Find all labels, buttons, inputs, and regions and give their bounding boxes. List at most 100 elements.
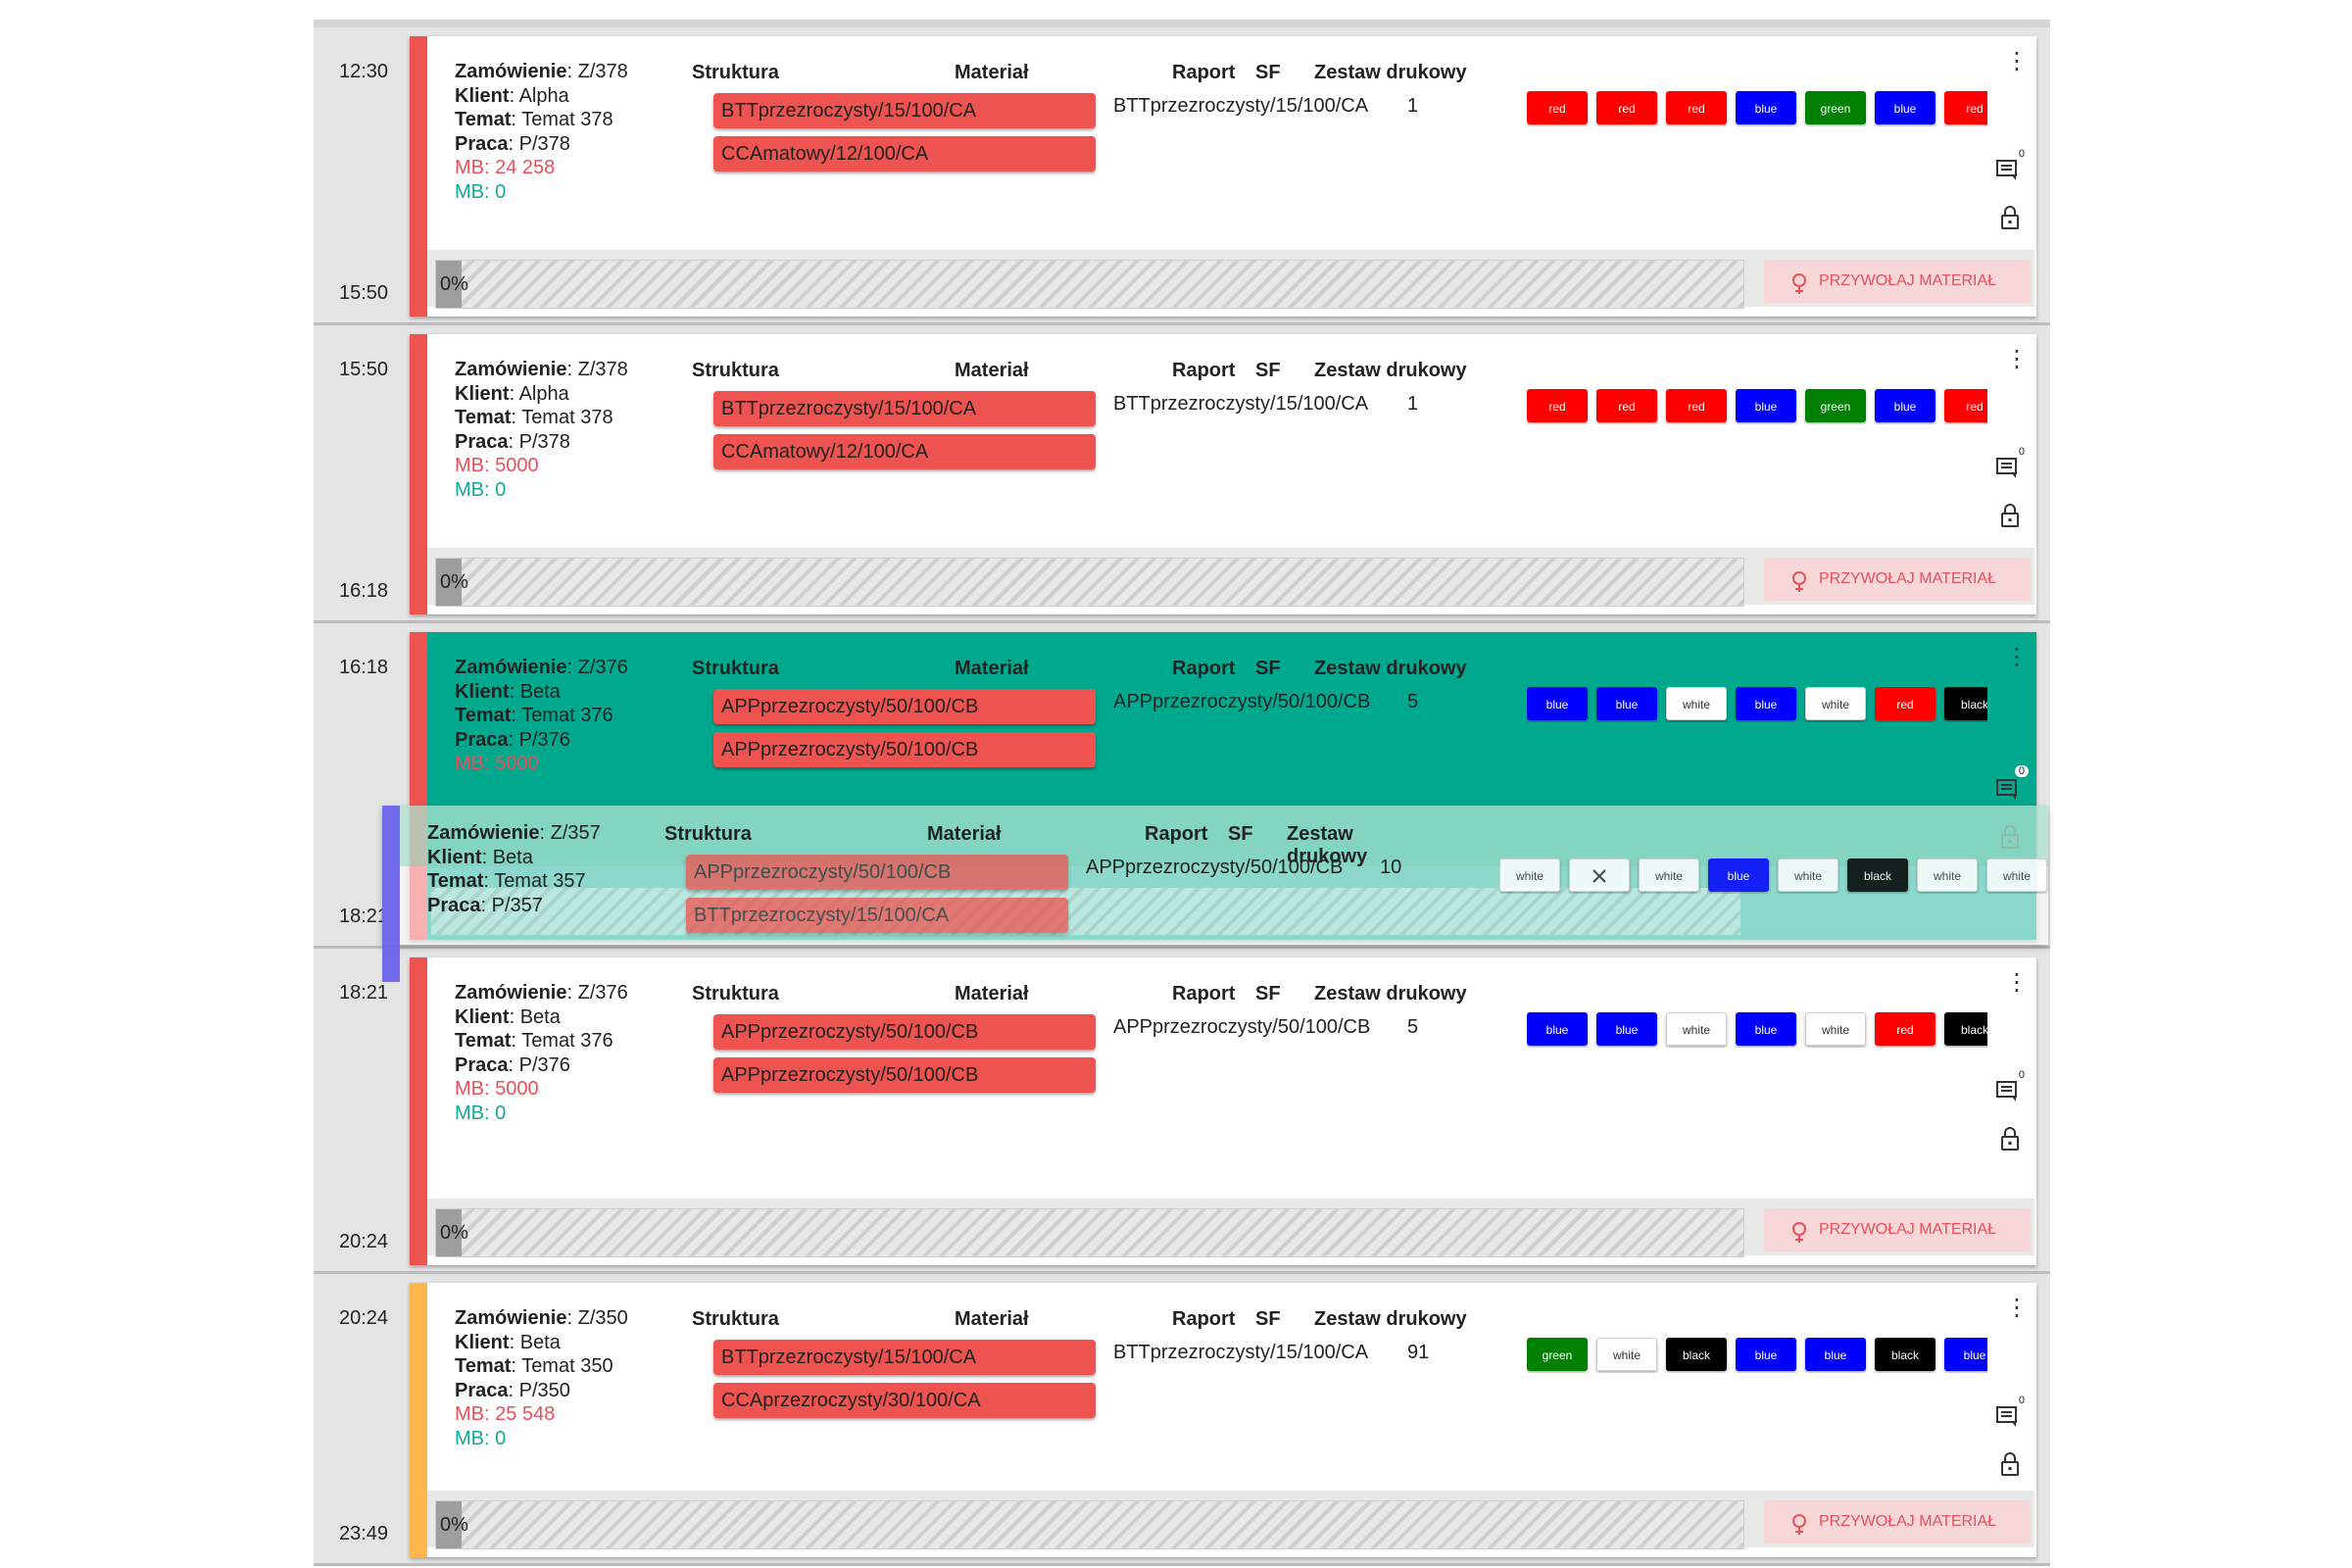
client-name-value: Beta	[519, 680, 561, 703]
order-card[interactable]: Zamówienie: Z/350 Klient: Beta Temat: Tema…	[410, 1283, 2036, 1557]
call-material-button[interactable]: PRZYWOŁAJ MATERIAŁ	[1764, 1500, 2031, 1544]
dragged-order-preview[interactable]: Zamówienie: Z/357 Klient: Beta Temat: Tema…	[382, 806, 2048, 982]
more-menu-icon[interactable]: ⋮	[2005, 1295, 2029, 1321]
comments-icon[interactable]	[1995, 158, 2021, 183]
color-swatch[interactable]: green	[1805, 389, 1866, 422]
structure-chip[interactable]: BTTprzezroczysty/15/100/CA	[686, 898, 1068, 933]
color-swatch[interactable]: blue	[1596, 1012, 1657, 1046]
order-card[interactable]: Zamówienie: Z/376 Klient: Beta Temat: Tema…	[410, 957, 2036, 1265]
call-material-button[interactable]: PRZYWOŁAJ MATERIAŁ	[1764, 260, 2031, 303]
color-swatch[interactable]: white	[1639, 858, 1699, 892]
comments-icon[interactable]	[1995, 1404, 2021, 1430]
more-menu-icon[interactable]: ⋮	[2005, 969, 2029, 996]
color-swatch[interactable]: blue	[1527, 1012, 1588, 1046]
structure-chip[interactable]: CCAmatowy/12/100/CA	[713, 434, 1096, 469]
color-swatch[interactable]: red	[1666, 91, 1727, 124]
color-swatch[interactable]: white	[1986, 858, 2047, 892]
color-swatch[interactable]: blue	[1736, 687, 1796, 720]
color-swatch[interactable]: red	[1666, 389, 1727, 422]
color-swatch[interactable]: black	[1944, 687, 1987, 720]
structure-chip[interactable]: CCAprzezroczysty/30/100/CA	[713, 1383, 1096, 1418]
color-swatch[interactable]: blue	[1736, 1338, 1796, 1371]
progress-fill	[436, 1209, 462, 1256]
color-swatch[interactable]: white	[1805, 687, 1866, 720]
color-swatch[interactable]: white	[1666, 1012, 1727, 1046]
more-menu-icon[interactable]: ⋮	[2005, 48, 2029, 74]
comments-icon[interactable]	[1995, 777, 2021, 803]
color-swatch[interactable]: blue	[1875, 91, 1936, 124]
topic-name-label: Temat	[455, 109, 512, 130]
color-swatch[interactable]: black	[1666, 1338, 1727, 1371]
order-number-value: Z/378	[577, 359, 628, 380]
color-swatch[interactable]: red	[1944, 91, 1987, 124]
material-value: BTTprzezroczysty/15/100/CA	[1113, 1342, 1369, 1363]
job-number-label: Praca	[455, 1379, 509, 1401]
color-swatch[interactable]: blue	[1805, 1338, 1866, 1371]
structure-chip[interactable]: BTTprzezroczysty/15/100/CA	[713, 1340, 1096, 1375]
color-swatch[interactable]: blue	[1527, 687, 1588, 720]
structure-chip[interactable]: CCAmatowy/12/100/CA	[713, 136, 1096, 172]
color-swatch[interactable]: red	[1875, 1012, 1936, 1046]
more-menu-icon[interactable]: ⋮	[2005, 346, 2029, 372]
color-swatch[interactable]: black	[1875, 1338, 1936, 1371]
lock-icon[interactable]	[1999, 1126, 2021, 1152]
report-value: 5	[1407, 691, 1419, 712]
color-swatch[interactable]: blue	[1944, 1338, 1987, 1371]
color-swatch[interactable]: blue	[1596, 687, 1657, 720]
structure-header: Struktura	[692, 658, 779, 679]
color-swatch[interactable]: blue	[1736, 389, 1796, 422]
order-number-label: Zamówienie	[427, 822, 540, 844]
color-swatch[interactable]: blue	[1736, 91, 1796, 124]
structure-chip[interactable]: APPprzezroczysty/50/100/CB	[713, 689, 1096, 724]
end-time: 20:24	[339, 1231, 389, 1252]
structure-chip[interactable]: APPprzezroczysty/50/100/CB	[713, 1014, 1096, 1050]
order-number-label: Zamówienie	[455, 982, 567, 1004]
color-swatch[interactable]: red	[1875, 687, 1936, 720]
job-number-value: P/378	[518, 132, 570, 155]
lock-icon[interactable]	[1999, 503, 2021, 528]
color-swatch[interactable]: white	[1499, 858, 1560, 892]
color-swatch[interactable]: black	[1944, 1012, 1987, 1046]
more-menu-icon[interactable]: ⋮	[2005, 644, 2029, 670]
comment-count-badge: 0	[2018, 148, 2025, 160]
color-swatch[interactable]: white	[1805, 1012, 1866, 1046]
order-card[interactable]: Zamówienie: Z/378 Klient: Alpha Temat: Tem…	[410, 36, 2036, 317]
print-set-swatches: white white blue white black white white	[1499, 858, 2048, 894]
color-swatch[interactable]: red	[1596, 389, 1657, 422]
lock-icon[interactable]	[1999, 205, 2021, 230]
color-swatch[interactable]: red	[1944, 389, 1987, 422]
status-stripe	[410, 36, 427, 317]
color-swatch[interactable]: green	[1805, 91, 1866, 124]
structure-chip[interactable]: APPprzezroczysty/50/100/CB	[713, 732, 1096, 767]
drag-highlight-band	[400, 806, 2048, 866]
call-material-button[interactable]: PRZYWOŁAJ MATERIAŁ	[1764, 1208, 2031, 1251]
color-swatch[interactable]: white	[1596, 1338, 1657, 1371]
structure-header: Struktura	[664, 823, 752, 845]
client-name-label: Klient	[455, 1331, 510, 1353]
color-swatch[interactable]: green	[1527, 1338, 1588, 1371]
structure-chip[interactable]: BTTprzezroczysty/15/100/CA	[713, 93, 1096, 128]
color-swatch[interactable]: red	[1527, 389, 1588, 422]
empty-swatch-x-icon[interactable]	[1569, 858, 1630, 892]
call-material-button[interactable]: PRZYWOŁAJ MATERIAŁ	[1764, 558, 2031, 601]
color-swatch[interactable]: red	[1527, 91, 1588, 124]
color-swatch[interactable]: red	[1596, 91, 1657, 124]
report-value: 1	[1407, 393, 1419, 415]
lock-icon[interactable]	[1999, 1451, 2021, 1477]
material-header: Materiał	[955, 360, 1029, 381]
comments-icon[interactable]	[1995, 456, 2021, 481]
structure-chip[interactable]: APPprzezroczysty/50/100/CB	[713, 1057, 1096, 1093]
color-swatch[interactable]: blue	[1736, 1012, 1796, 1046]
material-value: APPprzezroczysty/50/100/CB	[1113, 691, 1371, 712]
comments-icon[interactable]	[1995, 1079, 2021, 1104]
color-swatch[interactable]: white	[1917, 858, 1978, 892]
color-swatch[interactable]: blue	[1875, 389, 1936, 422]
mb-done: MB: 0	[455, 478, 507, 501]
structure-chip[interactable]: BTTprzezroczysty/15/100/CA	[713, 391, 1096, 426]
order-card[interactable]: Zamówienie: Z/378 Klient: Alpha Temat: Tem…	[410, 334, 2036, 614]
color-swatch[interactable]: blue	[1708, 858, 1769, 892]
color-swatch[interactable]: white	[1666, 687, 1727, 720]
color-swatch[interactable]: white	[1778, 858, 1838, 892]
color-swatch[interactable]: black	[1847, 858, 1908, 892]
structure-chip[interactable]: APPprzezroczysty/50/100/CB	[686, 855, 1068, 890]
